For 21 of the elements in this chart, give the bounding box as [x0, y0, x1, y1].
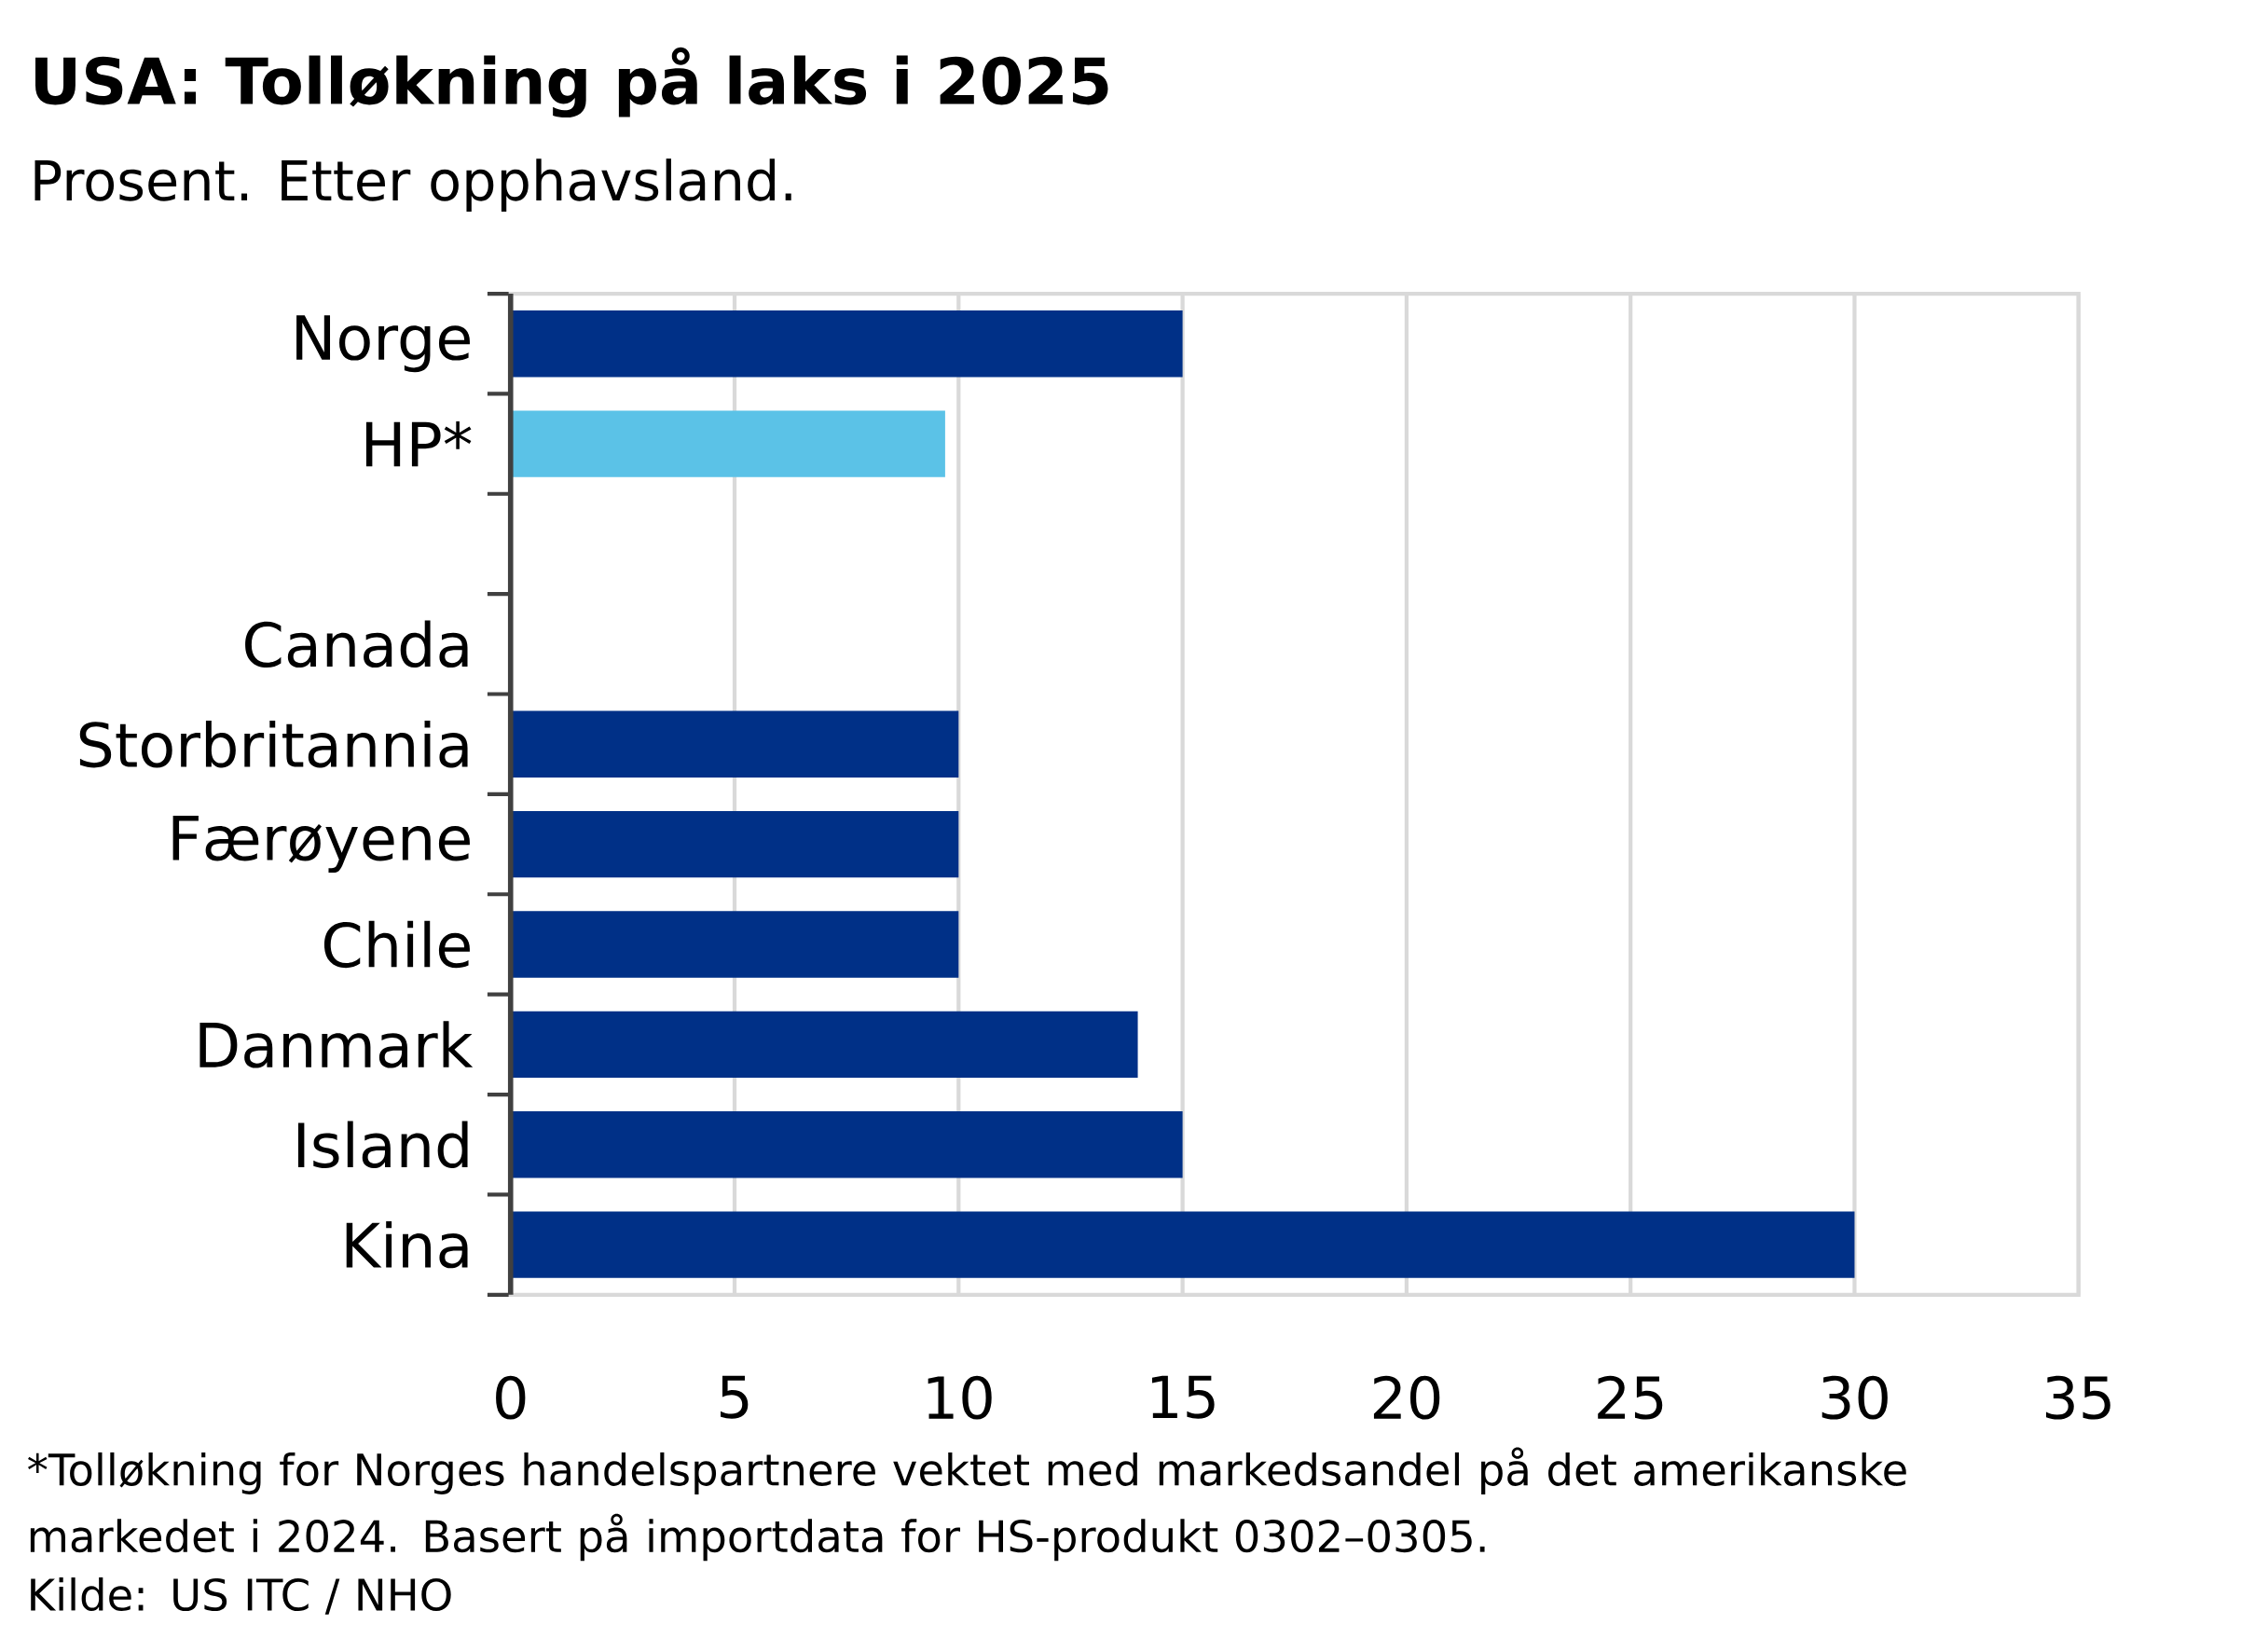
x-tick-label: 0 [496, 1375, 526, 1420]
x-tick-label: 30 [1821, 1375, 1888, 1420]
chart-title: USA: Tolløkning på laks i 2025 [35, 47, 1108, 118]
x-tick-label: 20 [1373, 1375, 1440, 1420]
y-tick-label: Færøyene [172, 816, 470, 874]
x-tick-label: 25 [1598, 1375, 1663, 1420]
y-tick-label: Kina [346, 1220, 468, 1269]
x-tick-label: 10 [928, 1375, 992, 1420]
text: *Tolløkning for Norges handelspartnere vektet med markedsandel på det amerikanske markedet i 2024. Basert på importdata for HS-produkt 0302–0305. [28, 1447, 1906, 1562]
x-tick-label: 35 [2046, 1375, 2110, 1420]
y-tick-label: Canada [245, 620, 468, 668]
text: Kilde: US ITC / NHO [31, 1577, 451, 1615]
x-tick-label: 15 [1151, 1375, 1215, 1419]
y-tick-label: Norge [296, 315, 470, 373]
y-tick-label: Chile [323, 920, 470, 969]
y-tick-label: Storbritannia [79, 721, 468, 768]
chart-subtitle: Prosent. Etter opphavsland. [34, 158, 791, 213]
y-tick-label: HP* [365, 420, 472, 467]
y-tick-label: Island [297, 1121, 468, 1168]
x-tick-label: 5 [721, 1375, 749, 1419]
y-tick-label: Danmark [199, 1021, 474, 1068]
